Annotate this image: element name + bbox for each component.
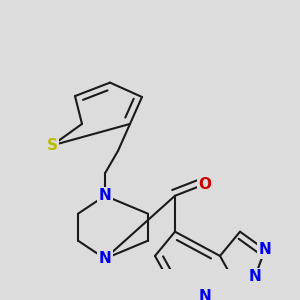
Text: N: N: [99, 188, 111, 203]
Text: N: N: [259, 242, 272, 257]
Text: N: N: [199, 289, 212, 300]
Text: O: O: [199, 177, 212, 192]
Text: N: N: [249, 269, 261, 284]
Text: N: N: [99, 251, 111, 266]
Text: S: S: [46, 138, 58, 153]
